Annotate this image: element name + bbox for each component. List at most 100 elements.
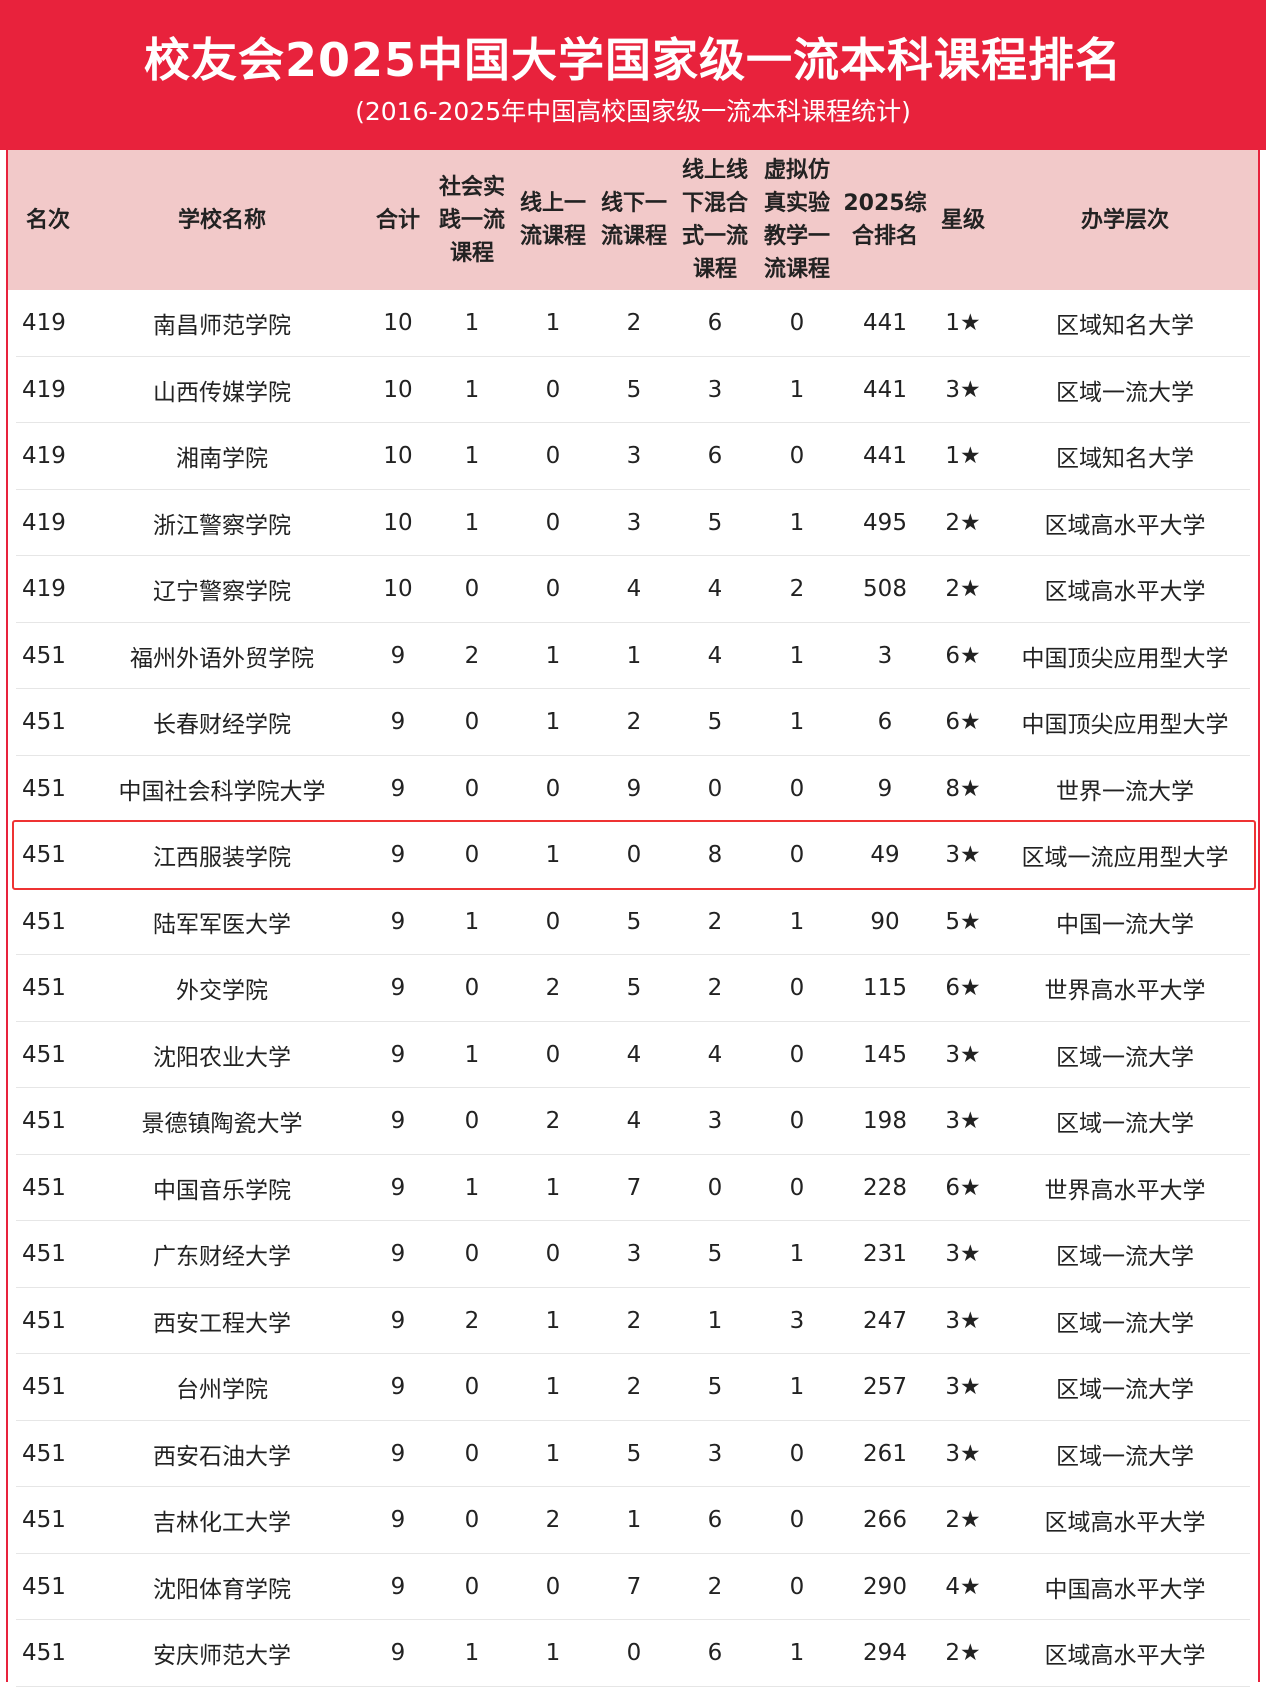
table-cell: 0 bbox=[789, 975, 805, 1001]
column-header: 线上线 下混合 式一流 课程 bbox=[681, 158, 748, 282]
table-cell: 0 bbox=[545, 775, 561, 802]
table-cell: 1 bbox=[626, 642, 642, 669]
table-cell: 2 bbox=[626, 1307, 642, 1334]
table-cell: 1 bbox=[789, 1241, 805, 1267]
table-cell: 0 bbox=[545, 509, 561, 536]
table-cell: 9 bbox=[390, 775, 406, 802]
table-cell: 6 bbox=[707, 1507, 723, 1533]
table-cell: 9 bbox=[390, 908, 406, 935]
table-cell: 90 bbox=[870, 908, 900, 935]
table-cell: 1★ bbox=[945, 443, 981, 469]
table-cell: 0 bbox=[464, 1573, 480, 1600]
table-cell: 世界高水平大学 bbox=[1044, 1177, 1206, 1204]
table-cell: 0 bbox=[545, 908, 561, 935]
table-cell: 451 bbox=[22, 1640, 66, 1666]
table-cell: 4 bbox=[707, 642, 723, 669]
table-cell: 9 bbox=[390, 1507, 406, 1533]
table-cell: 5 bbox=[707, 1374, 723, 1400]
table-cell: 10 bbox=[383, 310, 413, 336]
table-cell: 451 bbox=[22, 1507, 66, 1533]
table-cell: 4★ bbox=[945, 1573, 981, 1600]
table-cell: 228 bbox=[863, 1174, 907, 1201]
table-cell: 3★ bbox=[945, 1440, 981, 1467]
table-cell: 西安石油大学 bbox=[153, 1443, 291, 1470]
table-cell: 451 bbox=[22, 1440, 66, 1467]
table-cell: 0 bbox=[545, 1041, 561, 1068]
table-cell: 区域一流应用型大学 bbox=[1021, 845, 1229, 871]
table-cell: 3★ bbox=[945, 1108, 981, 1134]
table-cell: 0 bbox=[545, 1573, 561, 1600]
table-cell: 9 bbox=[390, 1573, 406, 1600]
table-cell: 9 bbox=[390, 1174, 406, 1201]
table-cell: 0 bbox=[789, 443, 805, 469]
table-row: 419 南昌师范学院 10 1 1 2 6 0 441 1★ 区域知名大学 bbox=[16, 290, 1250, 357]
table-cell: 0 bbox=[464, 1507, 480, 1533]
table-cell: 5 bbox=[707, 509, 723, 536]
table-cell: 0 bbox=[545, 443, 561, 469]
table-cell: 10 bbox=[383, 509, 413, 536]
table-cell: 6★ bbox=[945, 642, 981, 669]
table-cell: 451 bbox=[22, 1174, 66, 1201]
table-row: 451 沈阳农业大学 9 1 0 4 4 0 145 3★ 区域一流大学 bbox=[16, 1022, 1250, 1088]
table-row: 451 江西服装学院 9 0 1 0 8 0 49 3★ 区域一流应用型大学 bbox=[16, 822, 1250, 889]
table-cell: 0 bbox=[464, 1374, 480, 1400]
table-cell: 广东财经大学 bbox=[153, 1244, 291, 1270]
table-cell: 6 bbox=[707, 443, 723, 469]
table-cell: 0 bbox=[789, 1041, 805, 1068]
table-cell: 145 bbox=[863, 1041, 907, 1068]
table-cell: 441 bbox=[863, 376, 907, 403]
table-cell: 区域一流大学 bbox=[1056, 1443, 1194, 1470]
table-cell: 0 bbox=[464, 576, 480, 602]
table-cell: 福州外语外贸学院 bbox=[130, 645, 314, 672]
table-cell: 世界高水平大学 bbox=[1044, 978, 1206, 1004]
table-cell: 2 bbox=[545, 1108, 561, 1134]
table-cell: 9 bbox=[390, 642, 406, 669]
table-cell: 中国顶尖应用型大学 bbox=[1021, 645, 1229, 672]
table-cell: 3 bbox=[626, 443, 642, 469]
table-cell: 451 bbox=[22, 775, 66, 802]
table-cell: 6 bbox=[877, 709, 893, 735]
table-cell: 1 bbox=[464, 1174, 480, 1201]
table-cell: 3★ bbox=[945, 1241, 981, 1267]
table-cell: 5 bbox=[707, 1241, 723, 1267]
table-cell: 长春财经学院 bbox=[153, 712, 291, 738]
table-cell: 5★ bbox=[945, 908, 981, 935]
table-cell: 1 bbox=[789, 1640, 805, 1666]
table-cell: 10 bbox=[383, 576, 413, 602]
table-cell: 西安工程大学 bbox=[153, 1310, 291, 1337]
table-cell: 0 bbox=[789, 1108, 805, 1134]
table-cell: 2 bbox=[464, 642, 480, 669]
table-row: 451 安庆师范大学 9 1 1 0 6 1 294 2★ 区域高水平大学 bbox=[16, 1620, 1250, 1687]
table-cell: 0 bbox=[626, 842, 642, 868]
table-row: 419 山西传媒学院 10 1 0 5 3 1 441 3★ 区域一流大学 bbox=[16, 357, 1250, 423]
table-cell: 区域一流大学 bbox=[1056, 1310, 1194, 1337]
table-cell: 2 bbox=[626, 1374, 642, 1400]
table-cell: 浙江警察学院 bbox=[153, 512, 291, 539]
column-header: 办学层次 bbox=[1080, 207, 1169, 233]
table-cell: 4 bbox=[707, 576, 723, 602]
table-row: 451 福州外语外贸学院 9 2 1 1 4 1 3 6★ 中国顶尖应用型大学 bbox=[16, 623, 1250, 689]
table-cell: 1 bbox=[545, 1174, 561, 1201]
table-cell: 区域高水平大学 bbox=[1044, 512, 1206, 539]
table-cell: 451 bbox=[22, 1041, 66, 1068]
ranking-table: 名次 学校名称 合计 社会实 践一流 课程 线上一 流课程 线下一 流课程 线上线 下混合 … bbox=[6, 150, 1260, 1687]
table-cell: 1 bbox=[545, 842, 561, 868]
page-title: 校友会2025中国大学国家级一流本科课程排名 bbox=[143, 33, 1123, 87]
table-cell: 0 bbox=[464, 775, 480, 802]
table-cell: 1 bbox=[545, 310, 561, 336]
table-cell: 1 bbox=[464, 908, 480, 935]
table-row: 451 台州学院 9 0 1 2 5 1 257 3★ 区域一流大学 bbox=[16, 1354, 1250, 1421]
table-cell: 区域一流大学 bbox=[1056, 1377, 1194, 1403]
table-cell: 沈阳农业大学 bbox=[153, 1044, 291, 1071]
table-cell: 中国顶尖应用型大学 bbox=[1021, 712, 1229, 738]
table-row: 419 辽宁警察学院 10 0 0 4 4 2 508 2★ 区域高水平大学 bbox=[16, 556, 1250, 623]
table-cell: 4 bbox=[626, 1108, 642, 1134]
table-cell: 1 bbox=[464, 310, 480, 336]
table-cell: 266 bbox=[863, 1507, 907, 1533]
table-cell: 2★ bbox=[945, 1640, 981, 1666]
table-cell: 419 bbox=[22, 576, 66, 602]
table-cell: 9 bbox=[390, 1041, 406, 1068]
table-cell: 2 bbox=[545, 975, 561, 1001]
table-cell: 49 bbox=[870, 842, 900, 868]
table-cell: 9 bbox=[390, 709, 406, 735]
